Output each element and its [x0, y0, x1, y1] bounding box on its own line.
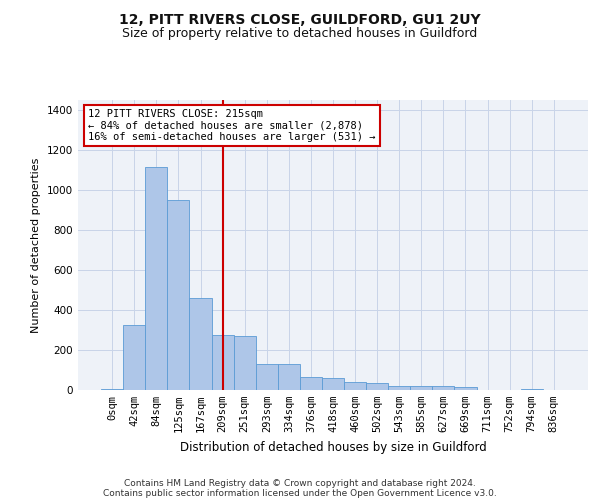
Bar — [388, 386, 410, 390]
Text: 12, PITT RIVERS CLOSE, GUILDFORD, GU1 2UY: 12, PITT RIVERS CLOSE, GUILDFORD, GU1 2U… — [119, 12, 481, 26]
Bar — [190, 298, 212, 390]
Bar — [433, 386, 454, 390]
Bar — [278, 364, 300, 390]
Text: 12 PITT RIVERS CLOSE: 215sqm
← 84% of detached houses are smaller (2,878)
16% of: 12 PITT RIVERS CLOSE: 215sqm ← 84% of de… — [88, 108, 376, 142]
Bar — [101, 389, 123, 390]
Y-axis label: Number of detached properties: Number of detached properties — [31, 158, 41, 332]
Bar — [300, 377, 322, 390]
Text: Contains public sector information licensed under the Open Government Licence v3: Contains public sector information licen… — [103, 488, 497, 498]
Bar — [322, 378, 344, 390]
Bar — [454, 387, 476, 390]
Text: Size of property relative to detached houses in Guildford: Size of property relative to detached ho… — [122, 28, 478, 40]
Bar — [344, 382, 366, 390]
Bar — [521, 389, 543, 390]
Bar — [233, 336, 256, 390]
Bar — [167, 200, 190, 390]
Bar — [410, 386, 433, 390]
Bar — [366, 383, 388, 390]
X-axis label: Distribution of detached houses by size in Guildford: Distribution of detached houses by size … — [179, 440, 487, 454]
Text: Contains HM Land Registry data © Crown copyright and database right 2024.: Contains HM Land Registry data © Crown c… — [124, 478, 476, 488]
Bar — [145, 167, 167, 390]
Bar — [123, 325, 145, 390]
Bar — [212, 335, 233, 390]
Bar — [256, 364, 278, 390]
